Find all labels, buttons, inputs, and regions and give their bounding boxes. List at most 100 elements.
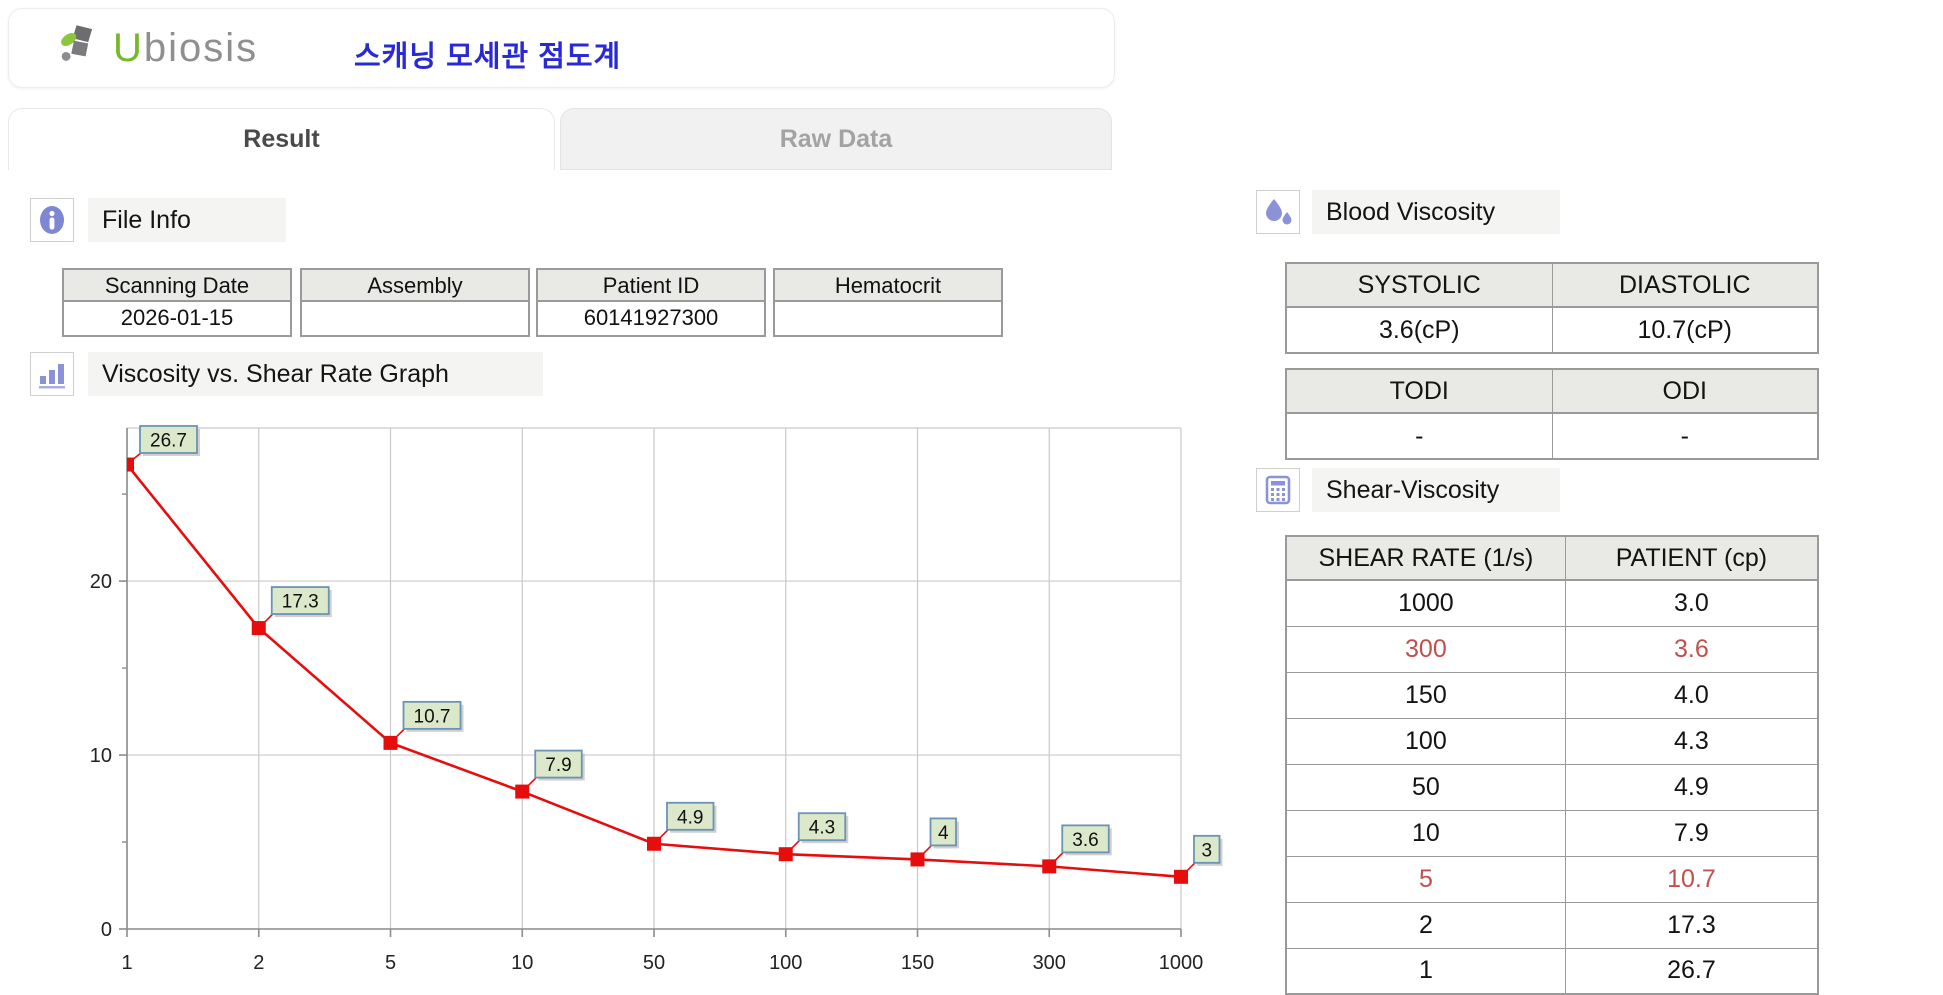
field-label: Patient ID bbox=[538, 270, 764, 302]
svg-text:100: 100 bbox=[769, 952, 802, 974]
patient-cp-cell: 26.7 bbox=[1564, 947, 1819, 995]
svg-text:26.7: 26.7 bbox=[150, 431, 187, 452]
column-header-odi: ODI bbox=[1551, 368, 1819, 414]
shear-rate-cell: 300 bbox=[1285, 625, 1566, 673]
svg-text:10.7: 10.7 bbox=[414, 706, 451, 727]
svg-text:50: 50 bbox=[643, 952, 665, 974]
svg-text:4: 4 bbox=[938, 823, 949, 844]
table-row: 150 4.0 bbox=[1285, 671, 1819, 719]
svg-text:3: 3 bbox=[1201, 840, 1212, 861]
column-header-systolic: SYSTOLIC bbox=[1285, 262, 1553, 308]
svg-text:20: 20 bbox=[90, 571, 112, 593]
shear-rate-cell: 1 bbox=[1285, 947, 1566, 995]
field-label: Hematocrit bbox=[775, 270, 1001, 302]
graph-section-title: Viscosity vs. Shear Rate Graph bbox=[88, 352, 543, 396]
company-logo: Ubiosis bbox=[57, 20, 258, 77]
shear-rate-cell: 100 bbox=[1285, 717, 1566, 765]
svg-text:10: 10 bbox=[90, 745, 112, 767]
svg-text:5: 5 bbox=[385, 952, 396, 974]
table-row: 50 4.9 bbox=[1285, 763, 1819, 811]
svg-text:1: 1 bbox=[121, 952, 132, 974]
patient-cp-cell: 3.6 bbox=[1564, 625, 1819, 673]
tab-raw-data[interactable]: Raw Data bbox=[560, 108, 1112, 170]
shear-rate-cell: 5 bbox=[1285, 855, 1566, 903]
tab-result-label: Result bbox=[243, 125, 320, 153]
shear-rate-cell: 1000 bbox=[1285, 579, 1566, 627]
svg-text:10: 10 bbox=[511, 952, 533, 974]
patient-cp-cell: 17.3 bbox=[1564, 901, 1819, 949]
file-info-field-scanning-date: Scanning Date 2026-01-15 bbox=[62, 268, 292, 337]
blood-viscosity-label-text: Blood Viscosity bbox=[1326, 197, 1496, 226]
file-info-field-assembly: Assembly bbox=[300, 268, 530, 337]
shear-rate-cell: 50 bbox=[1285, 763, 1566, 811]
tab-result[interactable]: Result bbox=[8, 108, 555, 170]
svg-text:150: 150 bbox=[901, 952, 934, 974]
table-row: 1000 3.0 bbox=[1285, 579, 1819, 627]
field-label: Scanning Date bbox=[64, 270, 290, 302]
patient-cp-cell: 10.7 bbox=[1564, 855, 1819, 903]
field-value bbox=[775, 302, 1001, 335]
shear-rate-cell: 10 bbox=[1285, 809, 1566, 857]
logo-letters-rest: biosis bbox=[143, 25, 259, 70]
blood-pressure-viscosity-table: SYSTOLIC DIASTOLIC 3.6(cP) 10.7(cP) bbox=[1285, 262, 1819, 354]
blood-viscosity-section-title: Blood Viscosity bbox=[1312, 190, 1560, 234]
systolic-value: 3.6(cP) bbox=[1285, 306, 1553, 354]
field-label: Assembly bbox=[302, 270, 528, 302]
column-header-todi: TODI bbox=[1285, 368, 1553, 414]
field-value: 60141927300 bbox=[538, 302, 764, 335]
diastolic-value: 10.7(cP) bbox=[1551, 306, 1819, 354]
shear-viscosity-table: SHEAR RATE (1/s) PATIENT (cp) 1000 3.0 30… bbox=[1285, 535, 1819, 995]
patient-cp-cell: 4.9 bbox=[1564, 763, 1819, 811]
viscosity-chart: 0 10 20 1 2 5 10 50 100 150 300 1000 26.7 17.3 10.7 7.9… bbox=[90, 425, 1223, 974]
file-info-section-title: File Info bbox=[88, 198, 286, 242]
patient-cp-cell: 3.0 bbox=[1564, 579, 1819, 627]
svg-text:4.9: 4.9 bbox=[677, 807, 703, 828]
todi-odi-table: TODI ODI - - bbox=[1285, 368, 1819, 460]
table-row: 3.6(cP) 10.7(cP) bbox=[1285, 306, 1819, 354]
table-row: 300 3.6 bbox=[1285, 625, 1819, 673]
svg-text:2: 2 bbox=[253, 952, 264, 974]
odi-value: - bbox=[1551, 412, 1819, 460]
calculator-icon bbox=[1256, 468, 1300, 512]
svg-text:4.3: 4.3 bbox=[809, 818, 835, 839]
field-value bbox=[302, 302, 528, 335]
table-row: 2 17.3 bbox=[1285, 901, 1819, 949]
svg-text:1000: 1000 bbox=[1159, 952, 1204, 974]
column-header-shear-rate: SHEAR RATE (1/s) bbox=[1285, 535, 1566, 581]
table-row: 5 10.7 bbox=[1285, 855, 1819, 903]
logo-letter-u: U bbox=[113, 25, 144, 70]
tab-raw-data-label: Raw Data bbox=[779, 124, 893, 153]
bar-chart-icon bbox=[30, 352, 74, 396]
svg-text:7.9: 7.9 bbox=[545, 755, 571, 776]
patient-cp-cell: 7.9 bbox=[1564, 809, 1819, 857]
file-info-field-patient-id: Patient ID 60141927300 bbox=[536, 268, 766, 337]
column-header-patient: PATIENT (cp) bbox=[1564, 535, 1819, 581]
graph-label-text: Viscosity vs. Shear Rate Graph bbox=[102, 359, 449, 388]
column-header-diastolic: DIASTOLIC bbox=[1551, 262, 1819, 308]
file-info-label-text: File Info bbox=[102, 205, 191, 234]
todi-value: - bbox=[1285, 412, 1553, 460]
patient-cp-cell: 4.0 bbox=[1564, 671, 1819, 719]
svg-text:0: 0 bbox=[101, 919, 112, 941]
leaf-logo-icon bbox=[57, 20, 109, 77]
table-row: - - bbox=[1285, 412, 1819, 460]
svg-text:3.6: 3.6 bbox=[1072, 830, 1098, 851]
droplets-icon bbox=[1256, 190, 1300, 234]
header-bar: Ubiosis 스캐닝 모세관 점도계 bbox=[8, 8, 1115, 88]
table-row: 100 4.3 bbox=[1285, 717, 1819, 765]
shear-viscosity-section-title: Shear-Viscosity bbox=[1312, 468, 1560, 512]
table-row: 10 7.9 bbox=[1285, 809, 1819, 857]
svg-text:17.3: 17.3 bbox=[282, 592, 319, 613]
table-row: 1 26.7 bbox=[1285, 947, 1819, 995]
svg-text:300: 300 bbox=[1033, 952, 1066, 974]
shear-viscosity-label-text: Shear-Viscosity bbox=[1326, 475, 1500, 504]
logo-text: Ubiosis bbox=[113, 26, 258, 71]
field-value: 2026-01-15 bbox=[64, 302, 290, 335]
page-title: 스캐닝 모세관 점도계 bbox=[354, 41, 622, 73]
file-info-field-hematocrit: Hematocrit bbox=[773, 268, 1003, 337]
shear-rate-cell: 150 bbox=[1285, 671, 1566, 719]
info-icon bbox=[30, 198, 74, 242]
shear-rate-cell: 2 bbox=[1285, 901, 1566, 949]
patient-cp-cell: 4.3 bbox=[1564, 717, 1819, 765]
